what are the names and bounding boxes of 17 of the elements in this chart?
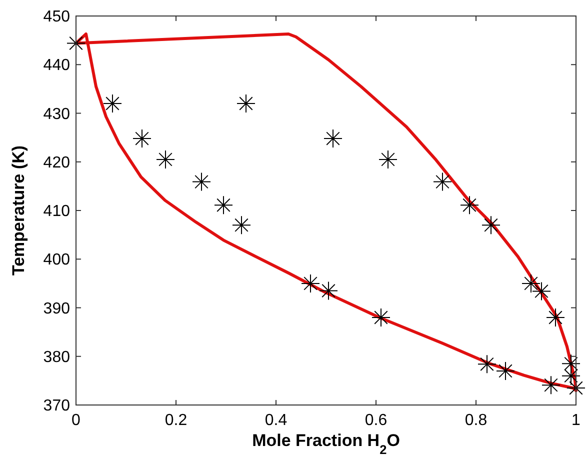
x-tick-label: 0.2 xyxy=(164,412,188,429)
x-tick-label: 0.8 xyxy=(464,412,488,429)
y-tick-label: 370 xyxy=(43,398,70,414)
y-tick-label: 440 xyxy=(43,57,70,74)
y-tick-label: 390 xyxy=(43,300,70,318)
y-tick-label: 430 xyxy=(43,106,70,123)
x-tick-label: 0 xyxy=(72,412,81,429)
y-tick-label: 380 xyxy=(43,348,70,366)
x-axis-title: Mole Fraction H$_{2}$O xyxy=(252,431,400,456)
y-tick-label: 410 xyxy=(43,203,70,220)
x-tick-label: 0.4 xyxy=(264,412,288,429)
y-tick-label: 400 xyxy=(43,252,70,269)
y-axis-title: Temperature (K) xyxy=(9,145,28,276)
y-tick-label: 420 xyxy=(43,154,70,172)
y-tick-label: 450 xyxy=(43,8,70,26)
x-tick-label: 0.6 xyxy=(364,412,388,429)
x-tick-label: 1 xyxy=(572,412,581,429)
